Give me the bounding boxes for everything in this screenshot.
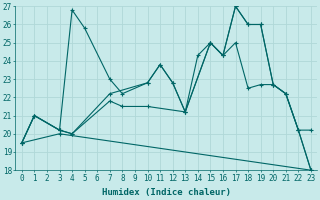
X-axis label: Humidex (Indice chaleur): Humidex (Indice chaleur) (102, 188, 231, 197)
